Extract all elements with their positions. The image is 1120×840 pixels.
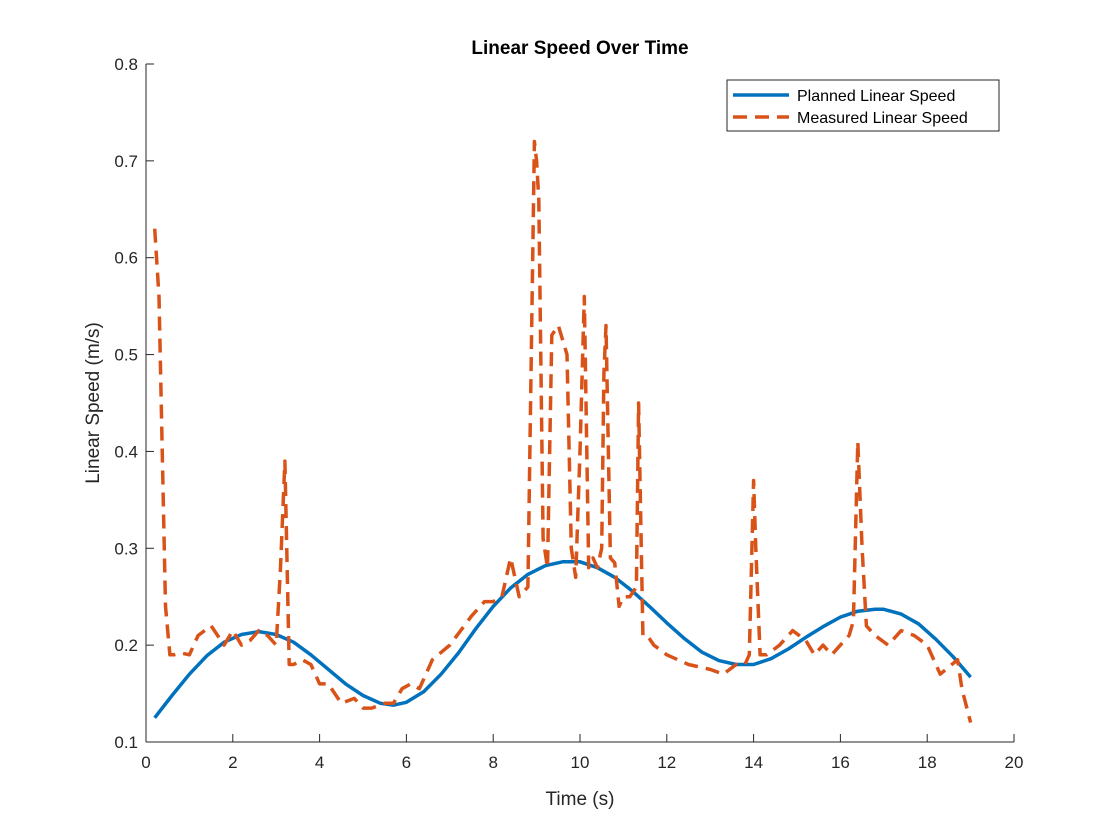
x-tick-label: 0 <box>141 753 150 772</box>
x-tick-label: 20 <box>1005 753 1024 772</box>
y-tick-label: 0.5 <box>114 346 138 365</box>
y-axis-label: Linear Speed (m/s) <box>83 322 104 484</box>
x-tick-label: 16 <box>831 753 850 772</box>
y-tick-label: 0.1 <box>114 733 138 752</box>
legend-label-measured: Measured Linear Speed <box>797 110 968 127</box>
y-tick-label: 0.4 <box>114 442 138 461</box>
plot-area <box>152 139 973 724</box>
x-tick-label: 12 <box>657 753 676 772</box>
x-axis-label: Time (s) <box>546 789 615 810</box>
legend: Planned Linear Speed Measured Linear Spe… <box>726 79 1000 132</box>
legend-label-planned: Planned Linear Speed <box>797 88 955 105</box>
x-tick-label: 2 <box>228 753 237 772</box>
x-ticks: 0 2 4 6 8 10 12 14 16 18 20 <box>141 734 1023 772</box>
x-tick-label: 10 <box>571 753 590 772</box>
x-tick-label: 8 <box>488 753 497 772</box>
x-tick-label: 6 <box>402 753 411 772</box>
x-tick-label: 14 <box>744 753 763 772</box>
y-tick-label: 0.6 <box>114 249 138 268</box>
y-tick-label: 0.2 <box>114 636 138 655</box>
y-tick-label: 0.8 <box>114 55 138 74</box>
chart-title: Linear Speed Over Time <box>471 38 688 59</box>
y-ticks: 0.1 0.2 0.3 0.4 0.5 0.6 0.7 0.8 <box>114 55 154 752</box>
x-tick-label: 4 <box>315 753 324 772</box>
y-tick-label: 0.7 <box>114 152 138 171</box>
series-line-measured <box>152 139 973 724</box>
x-tick-label: 18 <box>918 753 937 772</box>
legend-box <box>726 79 1000 132</box>
y-tick-label: 0.3 <box>114 539 138 558</box>
series-line-planned <box>153 560 972 719</box>
